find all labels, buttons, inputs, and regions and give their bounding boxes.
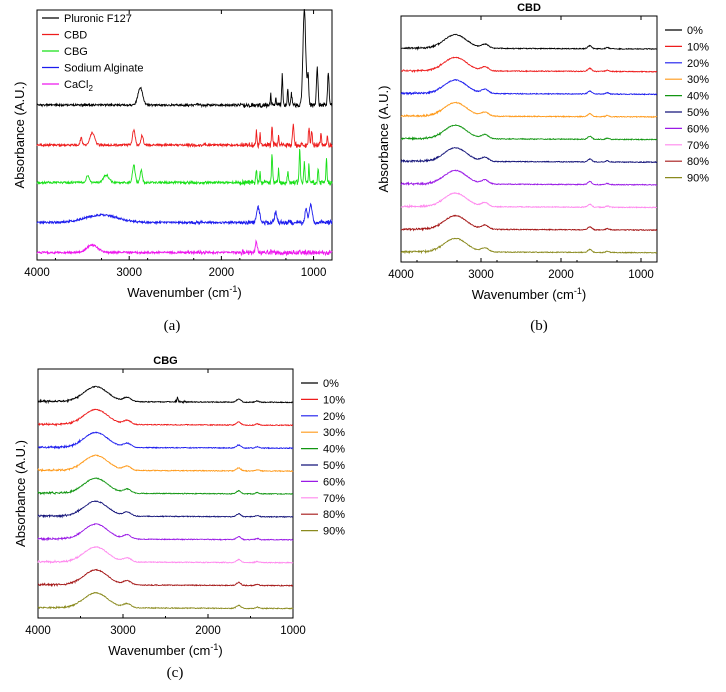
series-line-b-5 [400, 146, 658, 164]
x-axis-label-end: ) [218, 643, 222, 658]
legend-label: 50% [323, 460, 345, 472]
legend-label: 30% [687, 74, 709, 86]
legend-label: 70% [687, 140, 709, 152]
legend-label: 90% [323, 526, 345, 538]
legend-label: Pluronic F127 [64, 13, 132, 25]
panel-caption: (b) [530, 318, 548, 334]
series-line-c-5 [37, 500, 294, 519]
x-tick-label: 3000 [116, 267, 142, 279]
x-axis-label-sup: -1 [229, 284, 237, 294]
legend-label: 90% [687, 173, 709, 185]
x-axis-label-main: Wavenumber (cm [108, 643, 210, 658]
series-line-a-2 [36, 148, 333, 187]
x-axis-label: Wavenumber (cm-1) [472, 286, 586, 302]
y-axis-label: Absorbance (A.U.) [13, 440, 28, 547]
legend-label: 80% [687, 156, 709, 168]
legend-label: CaCl2 [64, 79, 93, 93]
panel-caption: (c) [167, 665, 184, 681]
legend-label: 0% [687, 25, 703, 37]
series-line-b-6 [400, 169, 658, 187]
series-line-a-1 [36, 123, 333, 150]
series-line-a-0 [36, 8, 333, 109]
legend-label-main: Pluronic F127 [64, 13, 132, 25]
series-line-c-6 [37, 523, 294, 542]
x-tick-label: 3000 [468, 269, 494, 281]
legend-label: 40% [687, 91, 709, 103]
chart-panel-a: 4000 3000 2000 1000 Wavenumber (cm-1) Absorba… [12, 8, 333, 300]
plot-frame [36, 9, 333, 261]
legend-label-sub: 2 [88, 84, 93, 93]
x-axis-label-end: ) [582, 287, 586, 302]
x-tick-label: 2000 [548, 269, 574, 281]
x-tick-label: 1000 [628, 269, 654, 281]
x-tick-label: 4000 [24, 267, 50, 279]
series-line-c-1 [37, 408, 293, 427]
series-line-b-1 [400, 56, 658, 74]
x-tick-label: 4000 [25, 625, 51, 637]
legend-label: 80% [323, 509, 345, 521]
series-line-b-2 [400, 78, 658, 96]
series-line-b-3 [400, 101, 658, 119]
x-axis-label-sup: -1 [574, 286, 582, 296]
x-axis-label: Wavenumber (cm-1) [108, 642, 222, 658]
chart-title: CBD [517, 2, 541, 14]
legend-label: 10% [687, 41, 709, 53]
series-line-c-8 [37, 568, 294, 588]
legend-label: 70% [323, 493, 345, 505]
x-tick-label: 1000 [280, 625, 306, 637]
chart-title: CBG [153, 355, 177, 367]
series-line-c-9 [37, 591, 294, 610]
x-tick-label: 4000 [388, 269, 414, 281]
series-line-b-8 [400, 214, 657, 232]
y-axis-label: Absorbance (A.U.) [12, 82, 27, 189]
series-line-c-0 [37, 385, 294, 405]
legend-label-main: CBG [64, 46, 88, 58]
series-line-b-4 [400, 124, 658, 141]
legend-label: 40% [323, 444, 345, 456]
legend-label: 20% [687, 58, 709, 70]
legend-label-main: CaCl [64, 79, 88, 91]
x-axis-label-end: ) [237, 285, 241, 300]
series-line-c-3 [37, 454, 294, 473]
series-line-a-3 [36, 202, 333, 226]
legend-label: 50% [687, 107, 709, 119]
legend-label: CBD [64, 30, 87, 42]
legend-label: 30% [323, 427, 345, 439]
x-axis-label-main: Wavenumber (cm [127, 285, 229, 300]
x-axis-label-sup: -1 [210, 642, 218, 652]
x-tick-label: 2000 [195, 625, 221, 637]
series-line-b-0 [400, 33, 658, 51]
series-line-c-7 [37, 546, 294, 565]
x-tick-label: 2000 [209, 267, 235, 279]
x-tick-label: 3000 [110, 625, 136, 637]
legend-label: CBG [64, 46, 88, 58]
y-axis-label: Absorbance (A.U.) [376, 86, 391, 193]
legend-label: 60% [323, 476, 345, 488]
legend-label: 20% [323, 411, 345, 423]
x-tick-label: 1000 [301, 267, 327, 279]
legend-label: 10% [323, 394, 345, 406]
series-line-c-4 [37, 477, 294, 496]
legend-label: 0% [323, 378, 339, 390]
series-line-c-2 [37, 431, 294, 450]
panel-caption: (a) [164, 318, 181, 334]
series-line-b-9 [400, 237, 658, 255]
chart-panel-b: 4000 3000 2000 1000 Wavenumber (cm-1) Absorba… [376, 2, 709, 302]
legend-label: Sodium Alginate [64, 63, 144, 75]
chart-panel-c: 4000 3000 2000 1000 Wavenumber (cm-1) Absorba… [13, 355, 345, 658]
legend-label-main: Sodium Alginate [64, 63, 144, 75]
x-axis-label-main: Wavenumber (cm [472, 287, 574, 302]
legend-label: 60% [687, 123, 709, 135]
x-axis-label: Wavenumber (cm-1) [127, 284, 241, 300]
legend-label-main: CBD [64, 30, 87, 42]
series-line-a-4 [36, 239, 333, 257]
series-line-b-7 [400, 192, 658, 209]
